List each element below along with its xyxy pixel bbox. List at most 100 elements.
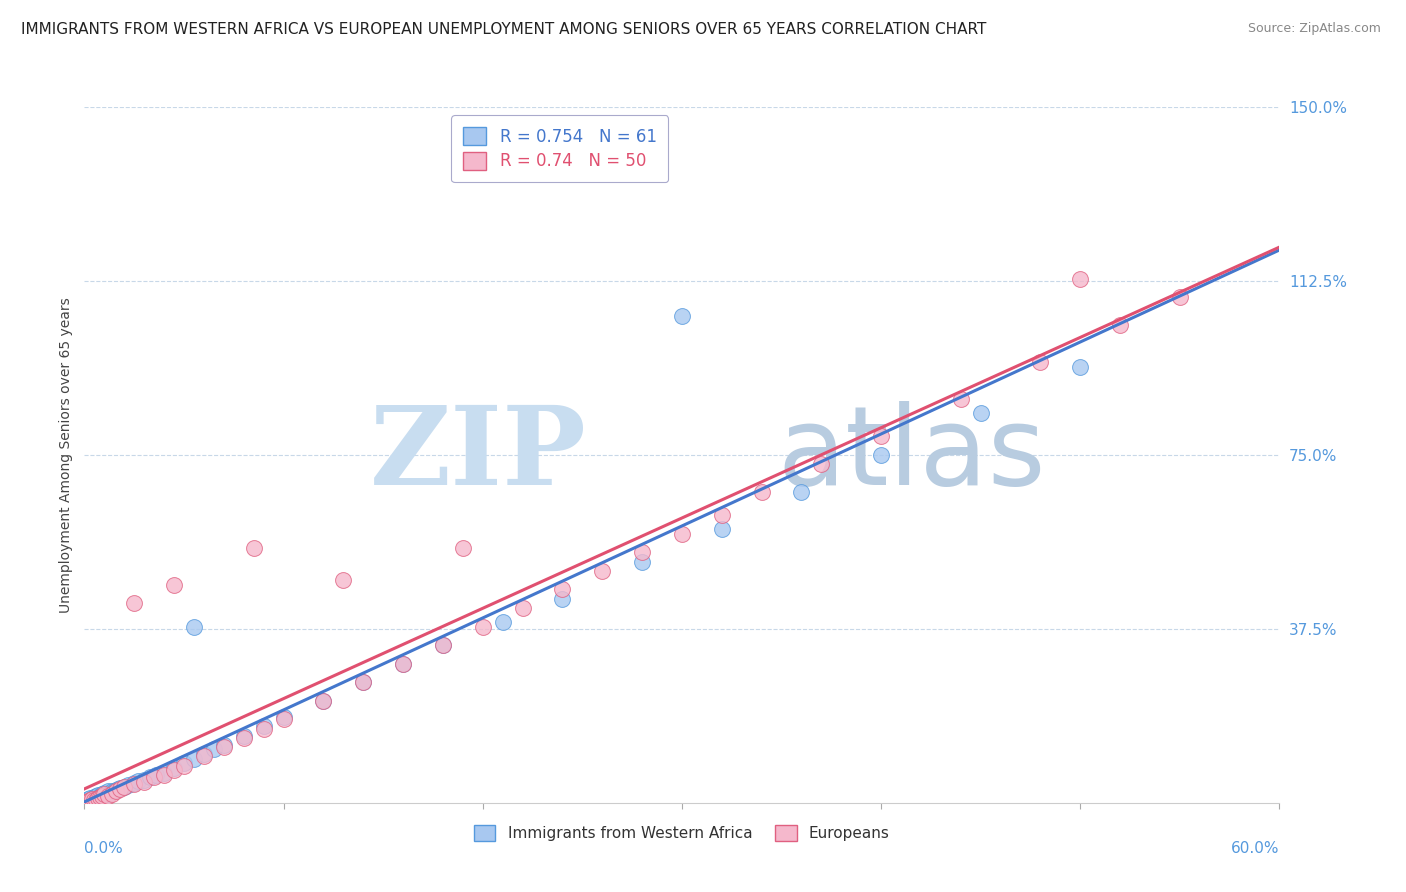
Point bbox=[132, 775, 156, 789]
Point bbox=[810, 457, 832, 471]
Point bbox=[86, 791, 108, 805]
Point bbox=[471, 619, 494, 633]
Point bbox=[82, 793, 104, 807]
Point bbox=[1168, 290, 1191, 304]
Point bbox=[202, 742, 225, 756]
Point bbox=[97, 789, 120, 803]
Point bbox=[352, 675, 374, 690]
Point bbox=[451, 541, 474, 555]
Point bbox=[145, 768, 167, 782]
Point bbox=[671, 526, 693, 541]
Point bbox=[77, 793, 100, 807]
Point bbox=[949, 392, 972, 407]
Point bbox=[122, 596, 145, 610]
Point bbox=[97, 787, 120, 801]
Point bbox=[79, 793, 101, 807]
Text: IMMIGRANTS FROM WESTERN AFRICA VS EUROPEAN UNEMPLOYMENT AMONG SENIORS OVER 65 YE: IMMIGRANTS FROM WESTERN AFRICA VS EUROPE… bbox=[21, 22, 987, 37]
Point bbox=[153, 765, 176, 780]
Point bbox=[91, 789, 114, 803]
Point bbox=[87, 790, 110, 805]
Point bbox=[83, 792, 105, 806]
Point bbox=[392, 657, 415, 671]
Y-axis label: Unemployment Among Seniors over 65 years: Unemployment Among Seniors over 65 years bbox=[59, 297, 73, 613]
Point bbox=[143, 770, 166, 784]
Point bbox=[970, 406, 993, 420]
Point bbox=[77, 794, 100, 808]
Point bbox=[153, 768, 176, 782]
Point bbox=[193, 749, 215, 764]
Point bbox=[551, 582, 574, 597]
Point bbox=[93, 788, 115, 802]
Point bbox=[75, 794, 97, 808]
Point bbox=[332, 573, 354, 587]
Point bbox=[392, 657, 415, 671]
Point bbox=[79, 791, 101, 805]
Point bbox=[193, 747, 215, 761]
Point bbox=[253, 719, 276, 733]
Point bbox=[492, 615, 515, 629]
Point bbox=[432, 638, 454, 652]
Point bbox=[101, 787, 124, 801]
Point bbox=[86, 789, 108, 804]
Point bbox=[551, 591, 574, 606]
Point bbox=[101, 783, 124, 797]
Point bbox=[512, 601, 534, 615]
Point bbox=[163, 578, 186, 592]
Point bbox=[105, 784, 128, 798]
Point bbox=[112, 780, 135, 794]
Point bbox=[127, 774, 149, 789]
Point bbox=[312, 694, 335, 708]
Point bbox=[631, 545, 654, 559]
Point bbox=[173, 756, 195, 771]
Point bbox=[83, 793, 105, 807]
Point bbox=[91, 787, 114, 801]
Point bbox=[105, 782, 128, 797]
Point bbox=[83, 790, 105, 805]
Point bbox=[710, 508, 733, 523]
Point bbox=[97, 784, 120, 798]
Point bbox=[107, 781, 129, 796]
Point bbox=[132, 772, 156, 787]
Point bbox=[591, 564, 613, 578]
Point bbox=[86, 792, 108, 806]
Point bbox=[110, 781, 132, 796]
Point bbox=[117, 778, 139, 792]
Point bbox=[82, 791, 104, 805]
Point bbox=[1029, 355, 1052, 369]
Point bbox=[93, 788, 115, 802]
Text: ZIP: ZIP bbox=[370, 401, 586, 508]
Point bbox=[112, 780, 135, 794]
Point bbox=[75, 793, 97, 807]
Point bbox=[232, 729, 254, 743]
Legend: Immigrants from Western Africa, Europeans: Immigrants from Western Africa, European… bbox=[468, 819, 896, 847]
Text: 0.0%: 0.0% bbox=[84, 841, 124, 856]
Point bbox=[89, 789, 111, 804]
Point bbox=[273, 710, 295, 724]
Point bbox=[212, 740, 235, 755]
Point bbox=[79, 793, 101, 807]
Point bbox=[352, 675, 374, 690]
Point bbox=[103, 784, 125, 798]
Point bbox=[870, 448, 893, 462]
Text: Source: ZipAtlas.com: Source: ZipAtlas.com bbox=[1247, 22, 1381, 36]
Point bbox=[87, 791, 110, 805]
Point bbox=[79, 792, 101, 806]
Point bbox=[122, 777, 145, 791]
Point bbox=[232, 731, 254, 745]
Point bbox=[77, 792, 100, 806]
Point bbox=[163, 764, 186, 778]
Point bbox=[253, 722, 276, 736]
Point bbox=[89, 790, 111, 805]
Point bbox=[139, 770, 162, 784]
Point bbox=[1069, 359, 1091, 374]
Point bbox=[631, 555, 654, 569]
Point bbox=[1109, 318, 1132, 332]
Point bbox=[671, 309, 693, 323]
Point bbox=[183, 752, 205, 766]
Point bbox=[432, 638, 454, 652]
Point bbox=[75, 795, 97, 809]
Point bbox=[77, 794, 100, 808]
Point bbox=[163, 761, 186, 775]
Point bbox=[87, 789, 110, 803]
Point bbox=[751, 485, 773, 500]
